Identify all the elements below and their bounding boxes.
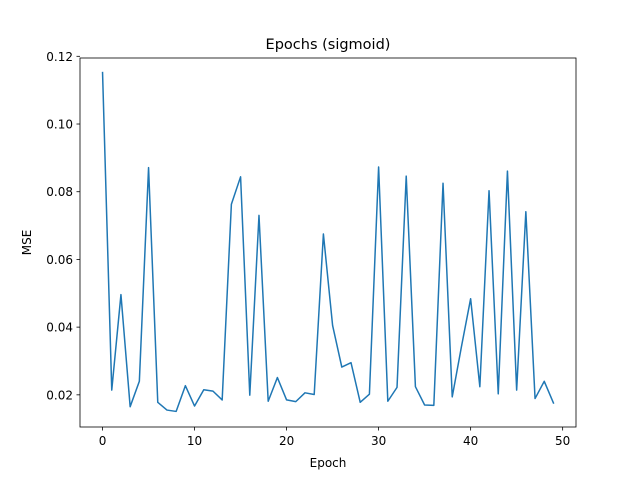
plot-frame — [79, 57, 577, 428]
x-axis: 0 10 20 30 40 50 — [99, 427, 570, 448]
x-tick-label: 0 — [99, 434, 107, 448]
y-axis: 0.02 0.04 0.06 0.08 0.10 0.12 — [46, 50, 80, 402]
x-tick-label: 40 — [463, 434, 478, 448]
x-tick-label: 50 — [555, 434, 570, 448]
y-tick-label: 0.08 — [46, 185, 73, 199]
chart-title: Epochs (sigmoid) — [266, 37, 391, 53]
y-tick-label: 0.02 — [46, 388, 73, 402]
x-tick-label: 30 — [371, 434, 386, 448]
x-tick-label: 10 — [187, 434, 202, 448]
y-tick-label: 0.10 — [46, 118, 73, 132]
y-axis-label: MSE — [20, 230, 34, 256]
y-tick-label: 0.12 — [46, 50, 73, 64]
series-layer — [101, 71, 555, 413]
y-tick-label: 0.04 — [46, 321, 73, 335]
x-axis-label: Epoch — [310, 456, 347, 470]
series-line-mse — [101, 71, 555, 413]
x-tick-label: 20 — [279, 434, 294, 448]
y-tick-label: 0.06 — [46, 253, 73, 267]
